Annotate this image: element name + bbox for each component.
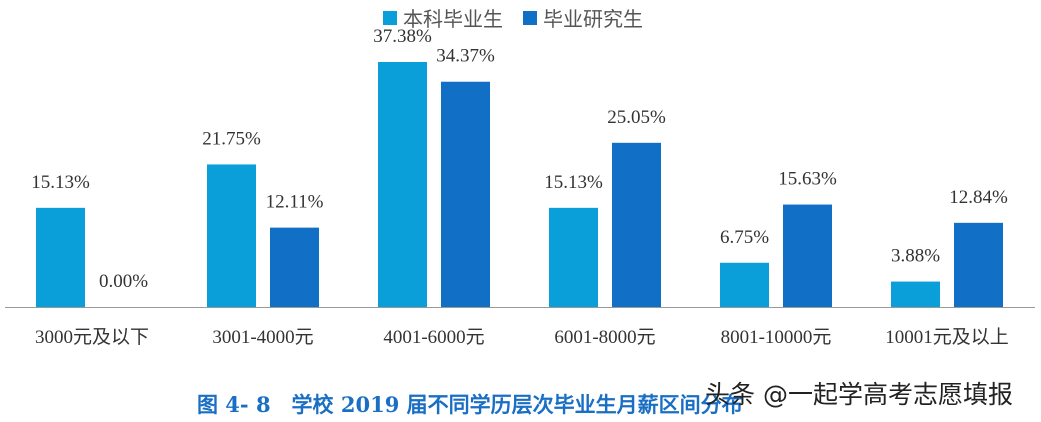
x-tick-label: 10001元及以上 — [885, 326, 1009, 348]
legend-swatch — [383, 11, 397, 25]
bar-undergrad — [720, 262, 769, 307]
bar-undergrad — [207, 164, 256, 307]
watermark: 头条 @一起学高考志愿填报 — [705, 380, 1013, 409]
bar-graduate — [441, 81, 490, 308]
bar-undergrad — [378, 62, 427, 307]
data-label: 15.13% — [544, 172, 603, 193]
chart-title: 图 4- 8 学校 2019 届不同学历层次毕业生月薪区间分布 — [197, 392, 743, 417]
legend-label: 本科毕业生 — [403, 7, 503, 31]
bar-graduate — [783, 204, 832, 307]
bar-undergrad — [891, 281, 940, 307]
data-label: 15.63% — [778, 169, 837, 190]
legend: 本科毕业生 毕业研究生 — [383, 7, 643, 31]
bar-undergrad — [36, 207, 85, 307]
x-tick-label: 6001-8000元 — [554, 327, 655, 348]
bars: 15.13% 21.75% 37.38% 15.13% 6.75% 3.88% 0.00% 1… — [31, 26, 1008, 308]
x-tick-label: 3001-4000元 — [212, 327, 313, 348]
x-tick-label: 8001-10000元 — [721, 327, 832, 348]
data-label: 6.75% — [720, 227, 769, 248]
x-tick-label: 4001-6000元 — [383, 327, 484, 348]
bar-graduate — [612, 142, 661, 307]
bar-undergrad — [549, 207, 598, 307]
data-label: 34.37% — [436, 46, 495, 67]
data-label: 21.75% — [202, 128, 261, 149]
x-tick-labels: 3000元及以下 3001-4000元 4001-6000元 6001-8000元 80… — [35, 326, 1009, 348]
legend-swatch — [523, 11, 537, 25]
data-label: 12.11% — [266, 192, 324, 213]
bar-graduate — [270, 227, 319, 307]
data-label: 3.88% — [891, 246, 940, 267]
data-label: 15.13% — [31, 172, 90, 193]
x-tick-label: 3000元及以下 — [35, 327, 149, 348]
bar-graduate — [954, 222, 1003, 307]
data-label: 37.38% — [373, 26, 432, 47]
data-label: 12.84% — [949, 187, 1008, 208]
legend-label: 毕业研究生 — [543, 7, 643, 31]
data-label: 0.00% — [99, 271, 148, 292]
data-label: 25.05% — [607, 107, 666, 128]
